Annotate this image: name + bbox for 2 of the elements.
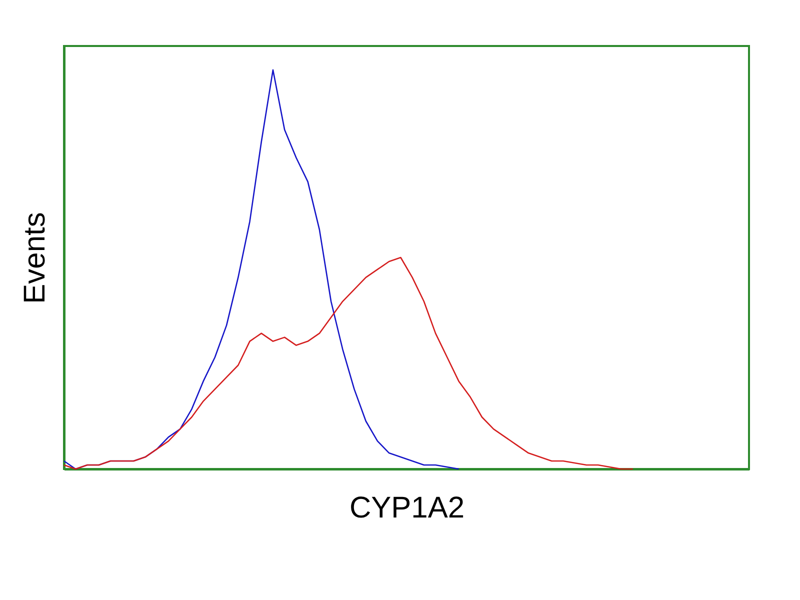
y-axis-title: Events xyxy=(18,212,52,304)
x-axis-title: CYP1A2 xyxy=(349,492,465,524)
